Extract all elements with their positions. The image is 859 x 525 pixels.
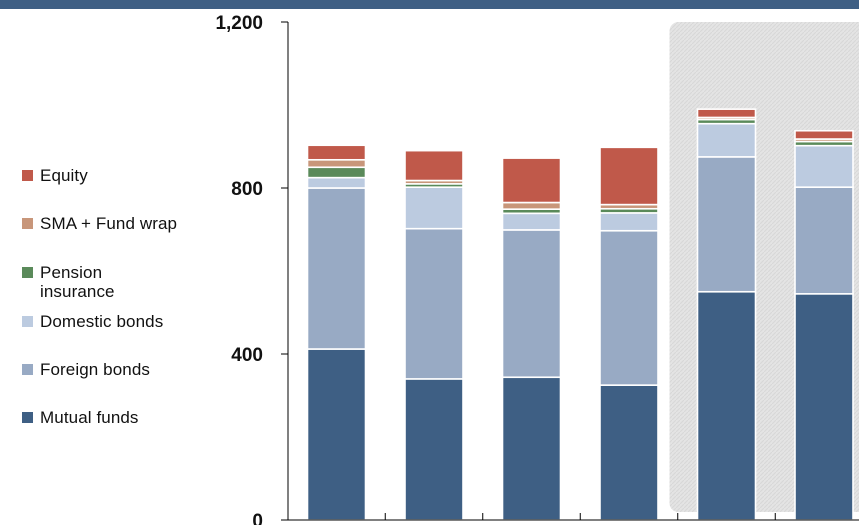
y-tick-label: 0 [252,511,263,525]
bar-segment-domestic-bonds-2 [404,186,464,230]
legend-label: SMA + Fund wrap [40,214,178,233]
legend-item-pension-insurance: Pension insurance [22,263,160,301]
bar-segment-domestic-bonds-4 [599,212,659,232]
bar-segment-sma-fund-wrap-1 [306,158,367,169]
bar-segment-equity-2 [404,149,464,182]
bar-segment-domestic-bonds-6 [794,144,854,188]
bar-segment-foreign-bonds-5 [696,156,757,293]
legend-swatch [22,218,33,229]
y-tick-label: 800 [231,179,263,200]
bar-segment-equity-5 [696,108,757,119]
bar-segment-foreign-bonds-6 [794,186,854,295]
y-tick-label: 400 [231,345,263,366]
bar-segment-foreign-bonds-2 [404,227,464,380]
legend-item-foreign-bonds: Foreign bonds [22,360,230,390]
bar-segment-domestic-bonds-5 [696,122,757,158]
bar-segment-sma-fund-wrap-3 [501,201,562,210]
legend-swatch [22,316,33,327]
legend-swatch [22,412,33,423]
legend-label: Domestic bonds [40,312,164,331]
bar-segment-foreign-bonds-1 [306,187,367,350]
bar-segment-domestic-bonds-1 [306,176,367,189]
bar-segment-equity-3 [501,157,562,204]
bar-segment-foreign-bonds-4 [599,229,659,386]
legend-label: Foreign bonds [40,360,150,379]
y-tick-label: 1,200 [215,13,263,34]
legend-label: Pension insurance [40,263,115,301]
legend-label: Mutual funds [40,408,139,427]
bar-segment-mutual-funds-1 [306,348,367,521]
bar-segment-equity-6 [794,129,854,140]
bar-segment-mutual-funds-4 [599,384,659,521]
bar-segment-foreign-bonds-3 [501,229,562,379]
legend-label: Equity [40,166,88,185]
legend-swatch [22,364,33,375]
bar-segment-mutual-funds-5 [696,290,757,521]
legend-item-sma-fund-wrap: SMA + Fund wrap [22,214,230,244]
legend: Equity SMA + Fund wrap Pension insurance Do… [22,160,232,440]
legend-item-equity: Equity [22,166,230,196]
bar-segment-mutual-funds-6 [794,293,854,521]
bar-segment-domestic-bonds-3 [501,212,562,231]
bar-segment-mutual-funds-3 [501,376,562,521]
legend-item-mutual-funds: Mutual funds [22,408,230,438]
bar-segment-equity-1 [306,144,367,161]
legend-swatch [22,170,33,181]
legend-item-domestic-bonds: Domestic bonds [22,312,230,342]
bar-segment-equity-4 [599,146,659,206]
header-bar [0,0,859,9]
legend-swatch [22,267,33,278]
bar-segment-pension-insurance-1 [306,166,367,179]
bar-segment-mutual-funds-2 [404,378,464,521]
